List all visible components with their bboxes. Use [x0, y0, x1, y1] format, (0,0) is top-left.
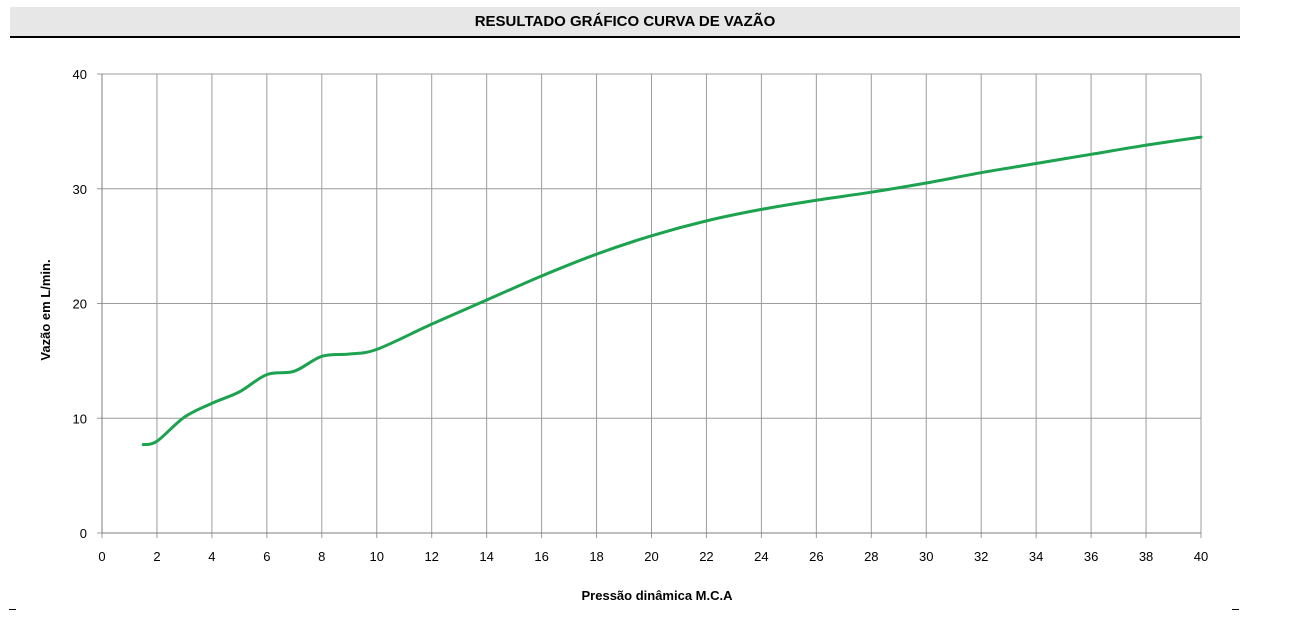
x-tick-label: 34 [1029, 549, 1043, 564]
x-tick-label: 18 [589, 549, 603, 564]
x-tick-label: 38 [1139, 549, 1153, 564]
tick-labels: 0 2 4 6 8 10 12 14 16 18 20 22 24 26 28 30 32 34 36 38 40010… [73, 67, 1209, 564]
series-layer [141, 135, 1203, 447]
x-tick-label: 24 [754, 549, 768, 564]
x-tick-label: 0 [98, 549, 105, 564]
x-tick-label: 40 [1194, 549, 1208, 564]
x-tick-label: 30 [919, 549, 933, 564]
x-tick-label: 6 [263, 549, 270, 564]
y-tick-label: 20 [73, 297, 87, 312]
x-tick-label: 8 [318, 549, 325, 564]
y-tick-label: 0 [80, 526, 87, 541]
y-tick-label: 30 [73, 182, 87, 197]
series-line [141, 135, 1203, 447]
corner-mark-right [1232, 609, 1239, 610]
grid-lines [97, 73, 1202, 538]
x-tick-label: 32 [974, 549, 988, 564]
x-tick-label: 16 [534, 549, 548, 564]
chart-title-bar: RESULTADO GRÁFICO CURVA DE VAZÃO [10, 7, 1240, 38]
y-tick-label: 40 [73, 67, 87, 82]
x-tick-label: 26 [809, 549, 823, 564]
x-tick-label: 20 [644, 549, 658, 564]
corner-mark-left [9, 609, 16, 610]
y-axis-title: Vazão em L/min. [38, 259, 53, 360]
x-tick-label: 36 [1084, 549, 1098, 564]
x-tick-label: 4 [208, 549, 215, 564]
x-tick-label: 22 [699, 549, 713, 564]
chart-title: RESULTADO GRÁFICO CURVA DE VAZÃO [474, 13, 776, 30]
x-tick-label: 28 [864, 549, 878, 564]
x-tick-label: 14 [479, 549, 493, 564]
axes [101, 74, 1201, 534]
x-tick-label: 12 [424, 549, 438, 564]
x-tick-label: 10 [370, 549, 384, 564]
x-axis-title: Pressão dinâmica M.C.A [582, 588, 734, 603]
y-tick-label: 10 [73, 411, 87, 426]
x-tick-label: 2 [153, 549, 160, 564]
